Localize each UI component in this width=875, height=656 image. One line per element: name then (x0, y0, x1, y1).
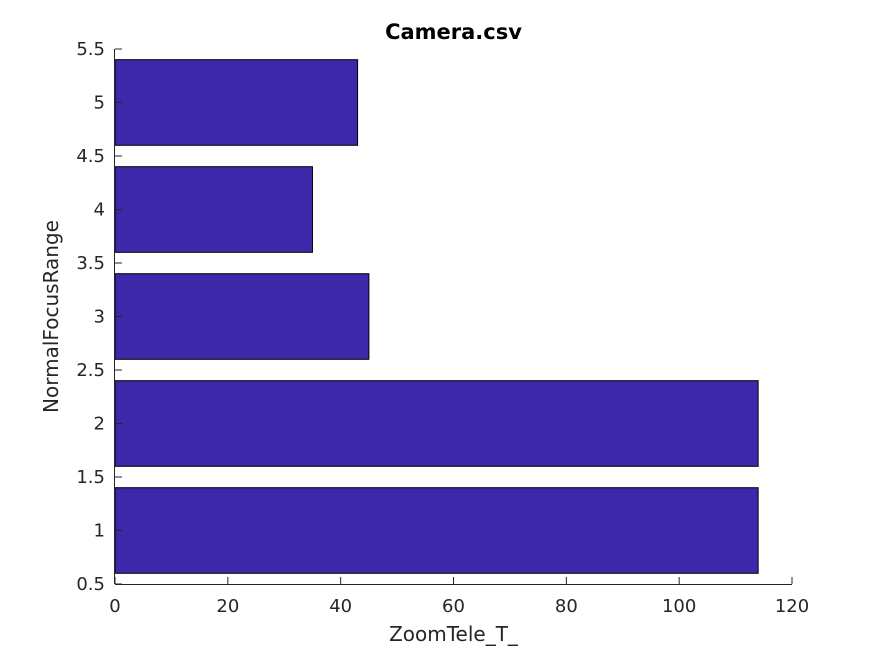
axes-group (114, 49, 792, 585)
x-tick-label: 60 (442, 596, 465, 617)
x-tick-label: 120 (775, 596, 809, 617)
x-tick-label: 40 (329, 596, 352, 617)
x-tick-label: 20 (216, 596, 239, 617)
bars-group (114, 59, 759, 574)
y-axis-label: NormalFocusRange (39, 220, 63, 413)
x-ticks-group: 0 20 40 60 80 100 120 (109, 577, 809, 617)
bar-4 (114, 166, 313, 253)
y-tick-label: 5 (94, 93, 105, 114)
x-tick-label: 100 (662, 596, 696, 617)
bar-2 (114, 380, 759, 467)
y-tick-label: 2 (94, 414, 105, 435)
bar-1 (114, 487, 759, 574)
bar-3 (114, 273, 370, 360)
y-tick-label: 4.5 (76, 146, 105, 167)
y-tick-label: 3 (94, 307, 105, 328)
y-tick-label: 1.5 (76, 467, 105, 488)
y-tick-label: 2.5 (76, 360, 105, 381)
x-axis-label: ZoomTele_T_ (389, 622, 519, 646)
y-tick-label: 1 (94, 521, 105, 542)
x-tick-label: 0 (109, 596, 120, 617)
y-tick-label: 4 (94, 200, 105, 221)
y-tick-label: 5.5 (76, 39, 105, 60)
x-tick-label: 80 (555, 596, 578, 617)
y-ticks-group: 0.5 1 1.5 2 2.5 3 3.5 4 4.5 5 5.5 (76, 39, 122, 595)
chart-title: Camera.csv (385, 20, 522, 44)
bar-5 (114, 59, 359, 146)
y-tick-label: 3.5 (76, 253, 105, 274)
y-tick-label: 0.5 (76, 574, 105, 595)
